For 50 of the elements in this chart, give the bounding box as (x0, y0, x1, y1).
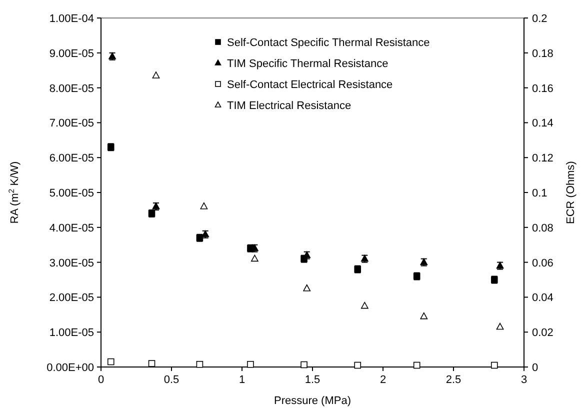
y2-tick-label: 0.1 (532, 188, 548, 200)
x-axis-title: Pressure (MPa) (274, 395, 352, 407)
x-tick-label: 2.5 (446, 374, 462, 386)
y2-tick-label: 0.2 (532, 13, 548, 25)
y2-tick-label: 0.12 (532, 152, 554, 165)
point (490, 362, 498, 369)
x-tick-label: 3 (520, 374, 528, 386)
point (200, 202, 208, 210)
x-tick-label: 2 (380, 374, 386, 386)
point (196, 360, 204, 368)
point (107, 358, 114, 366)
y-tick-label: 6.00E-05 (49, 152, 94, 165)
x-tick-label: 0 (98, 374, 104, 386)
x-tick-label: 1.5 (304, 374, 320, 386)
point (354, 362, 362, 369)
point (247, 360, 254, 368)
y-tick-label: 1.00E-05 (49, 327, 94, 340)
y2-tick-label: 0.18 (532, 48, 554, 60)
y-tick-label: 9.00E-05 (49, 48, 94, 60)
point (303, 284, 311, 292)
x-tick-label: 1 (238, 374, 246, 386)
y2-tick-label: 0 (532, 362, 538, 374)
y-tick-label: 0.00E+00 (46, 362, 94, 374)
y2-tick-label: 0.04 (532, 292, 554, 304)
y2-tick-label: 0.06 (532, 257, 554, 270)
y-tick-label: 7.00E-05 (49, 118, 94, 130)
y2-tick-label: 0.08 (532, 222, 554, 234)
y-tick-label: 2.00E-05 (49, 292, 94, 304)
point (250, 254, 258, 262)
legend-label: Self-Contact Electrical Resistance (227, 79, 393, 91)
y-tick-label: 5.00E-05 (49, 188, 94, 200)
legend-label: TIM Electrical Resistance (227, 100, 352, 112)
point (420, 312, 428, 320)
y2-tick-label: 0.16 (532, 82, 554, 95)
y2-axis-title: ECR (Ohms) (565, 161, 577, 224)
y-tick-label: 3.00E-05 (49, 257, 94, 270)
point (300, 361, 308, 368)
point (413, 362, 420, 369)
point (496, 322, 504, 330)
legend-label: Self-Contact Specific Thermal Resistance (227, 37, 430, 49)
legend-label: TIM Specific Thermal Resistance (227, 58, 388, 70)
y-tick-label: 1.00E-04 (49, 13, 94, 25)
point (148, 360, 156, 367)
y-tick-label: 8.00E-05 (49, 82, 94, 95)
point (152, 72, 160, 78)
y2-tick-label: 0.14 (532, 118, 554, 130)
x-tick-label: 0.5 (164, 374, 180, 386)
y-tick-label: 4.00E-05 (49, 222, 94, 234)
y2-tick-label: 0.02 (532, 327, 554, 340)
point (360, 302, 368, 309)
